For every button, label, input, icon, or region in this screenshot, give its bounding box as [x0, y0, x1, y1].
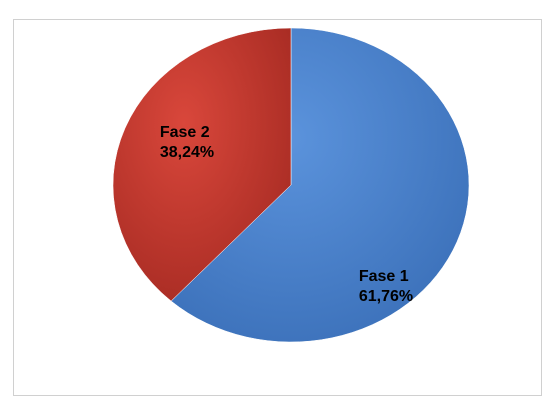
pie-labels: Fase 2 38,24% Fase 1 61,76%: [160, 124, 413, 305]
pie-slices: [112, 27, 470, 343]
slice-value-fase-2: 38,24%: [160, 144, 214, 161]
pie-slice-fase-2: [112, 27, 292, 302]
slice-name-fase-2: Fase 2: [160, 124, 210, 141]
pie-slice-fase-1: [170, 27, 470, 343]
slice-label-fase-2: Fase 2 38,24%: [160, 124, 214, 161]
pie-chart: Fase 2 38,24% Fase 1 61,76%: [112, 27, 470, 343]
slice-value-fase-1: 61,76%: [359, 288, 413, 305]
slice-name-fase-1: Fase 1: [359, 268, 409, 285]
chart-frame: Fase 2 38,24% Fase 1 61,76%: [13, 19, 542, 396]
slice-label-fase-1: Fase 1 61,76%: [359, 268, 413, 305]
